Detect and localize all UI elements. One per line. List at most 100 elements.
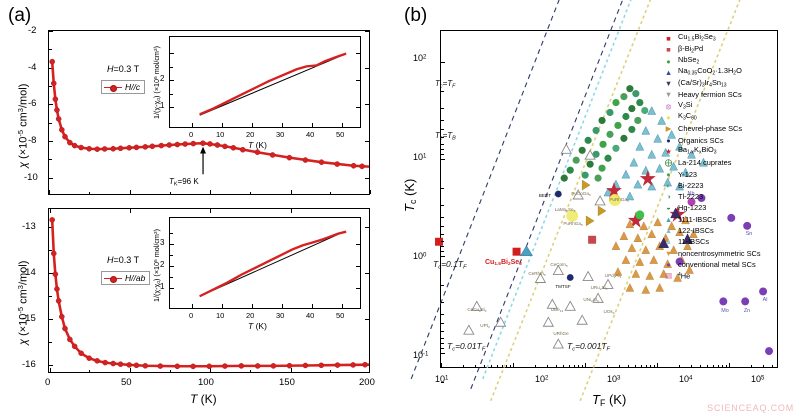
inset-bottom-xtick-50: 50 (336, 311, 345, 320)
legend-label-15: Hg-1223 (678, 203, 707, 213)
triangle-down-icon: ▼ (664, 79, 673, 89)
legend-item-12[interactable]: ● Y-123 (664, 169, 761, 180)
a-bot-ytick-2: -15 (22, 313, 36, 324)
legend-line-icon (104, 85, 122, 92)
beta-bi2pd-point (588, 235, 597, 244)
a-top-ytick-2: -6 (28, 98, 37, 110)
a-bot-xtick-150: 150 (279, 377, 295, 388)
legend-item-3[interactable]: ▲ Na0.35CoO2·1.3H2O (664, 66, 761, 78)
a-bot-ytick-1: -14 (22, 267, 36, 278)
legend-item-7[interactable]: ● K3C60 (664, 111, 761, 123)
legend-item-14[interactable]: ◑ Tl-2223 (664, 191, 761, 202)
point-label-lamo6se8: LaMo6Se8 (554, 207, 576, 213)
heavy-fermion-cluster (463, 143, 614, 349)
square-grid-icon: ▤ (665, 271, 672, 281)
nbse2-point (635, 210, 645, 220)
legend-item-6[interactable]: ⦻ V3Si (664, 100, 761, 112)
inset-bottom-xtick-10: 10 (216, 311, 225, 320)
legend-item-16[interactable]: ▲ 1111-IBSCs (664, 214, 761, 225)
inset-top-xtick-0: 0 (189, 130, 194, 139)
b-xtick-10000: 104 (679, 374, 693, 384)
inset-bottom-ytick-1: 1 (160, 282, 165, 291)
point-label-cerhin5: CeRhIn5 (528, 271, 546, 277)
legend-item-0[interactable]: ■ Cu1.5Bi2Se3 (664, 32, 761, 44)
legend-label-12: Y-123 (678, 169, 698, 179)
panel-b: (b) Tc (K) 102 101 100 10-1 101 102 103 … (392, 0, 800, 418)
b-ytick-1: 100 (413, 251, 427, 261)
legend-item-17[interactable]: ▲ 122-IBSCs (664, 225, 761, 236)
chevrel-cluster (581, 179, 607, 227)
legend-item-10[interactable]: ★ Ba1-xKxBiO3 (664, 145, 761, 157)
b-ytick-0.1: 10-1 (413, 350, 429, 360)
inset-top-ylabel: 1/(χ-χ0) (×105 mol/cm3) (152, 45, 163, 119)
legend-item-8[interactable]: ▶ Chevrel-phase SCs (664, 123, 761, 134)
watermark: SCIENCEAQ.COM (707, 403, 794, 413)
triangle-up-icon: ▲ (664, 226, 673, 236)
a-bot-ytick-3: -16 (22, 359, 36, 370)
legend-item-15[interactable]: ◒ Hg-1223 (664, 202, 761, 213)
a-top-ytick-3: -8 (28, 135, 37, 146)
legend-label-11: La-214 cuprates (678, 158, 732, 168)
legend-item-21[interactable]: ▤ 4He (664, 270, 761, 281)
chart-b-legend: ■ Cu1.5Bi2Se3 ■ β-Bi2Pd ● NbSe2 ▲ Na0.35… (664, 32, 761, 282)
metal-sc-zn (741, 297, 750, 306)
point-label-upd2al3: UPd2Al3 (604, 273, 622, 279)
inset-top-xtick-20: 20 (246, 130, 255, 139)
k3c60-point (609, 194, 621, 206)
legend-item-9[interactable]: ● Organics SCs (664, 135, 761, 146)
a-top-ytick-0: -2 (28, 25, 37, 36)
inset-top-xtick-30: 30 (276, 130, 285, 139)
b-ytick-10: 101 (413, 152, 427, 162)
legend-item-18[interactable]: ▲ 11-IBSCs (664, 236, 761, 247)
v3si-point (687, 198, 696, 206)
legend-item-11[interactable]: ⨁ La-214 cuprates (664, 157, 761, 168)
point-label-mo: Mo (721, 308, 729, 314)
inset-bottom-ytick-3: 3 (160, 238, 165, 247)
panel-b-xlabel: TF (K) (592, 392, 627, 409)
legend-label-14: Tl-2223 (678, 192, 704, 202)
chart-a-bottom: H=0.3 T H//ab 1 (48, 208, 370, 373)
inset-top-xtick-50: 50 (336, 130, 345, 139)
inset-top-xlabel: T (K) (248, 140, 267, 150)
point-label-uru2si2: URu2Si2 (590, 285, 608, 291)
b-xtick-100: 102 (535, 374, 549, 384)
guide-tc-0.1tf (482, 0, 632, 380)
point-label-ube13: UBe13 (550, 307, 564, 313)
metal-sc-mo (719, 297, 728, 306)
legend-label-13: Bi-2223 (678, 180, 704, 190)
a-bot-xtick-50: 50 (121, 377, 132, 388)
inset-top-xtick-10: 10 (216, 130, 225, 139)
irsn-cluster (658, 207, 693, 248)
guide-tc-eq-tf (410, 0, 560, 380)
point-label-zn: Zn (743, 308, 751, 314)
legend-label-18: 11-IBSCs (678, 237, 710, 247)
organic-sc-1 (554, 190, 562, 198)
legend-item-19[interactable]: ▼ noncentrosymmetric SCs (664, 248, 761, 259)
legend-item-1[interactable]: ■ β-Bi2Pd (664, 44, 761, 55)
point-label-nb: Nb (687, 191, 695, 197)
legend-item-2[interactable]: ● NbSe2 (664, 55, 761, 67)
circle-bar-icon: ● (666, 169, 671, 179)
legend-label-16: 1111-IBSCs (678, 214, 717, 224)
legend-label-7: K3C60 (678, 111, 697, 122)
ibsc-cluster (603, 105, 708, 201)
circle-plus-icon: ⨁ (664, 158, 673, 168)
series-h-parallel-c (49, 58, 370, 175)
inset-bottom-xtick-40: 40 (306, 311, 315, 320)
panel-b-tag: (b) (404, 5, 428, 26)
legend-item-4[interactable]: ▼ (Ca/Sr)3Ir4Sn13 (664, 78, 761, 89)
legend-label-5: Heavy fermion SCs (678, 90, 742, 100)
panel-b-ylabel: Tc (K) (402, 178, 419, 212)
organic-sc-2 (566, 274, 574, 281)
series-h-parallel-ab (49, 217, 370, 370)
inset-top-xtick-40: 40 (306, 130, 315, 139)
legend-item-20[interactable]: ● conventional metal SCs (664, 259, 761, 270)
triangle-up-icon: ▲ (664, 237, 673, 247)
square-hatched-icon: ■ (666, 45, 671, 55)
b-xtick-100000: 105 (751, 374, 765, 384)
metal-sc-sn (743, 221, 752, 230)
legend-item-13[interactable]: ◐ Bi-2223 (664, 180, 761, 191)
b-xtick-10: 101 (435, 374, 449, 384)
legend-item-5[interactable]: ▼ Heavy fermion SCs (664, 89, 761, 100)
